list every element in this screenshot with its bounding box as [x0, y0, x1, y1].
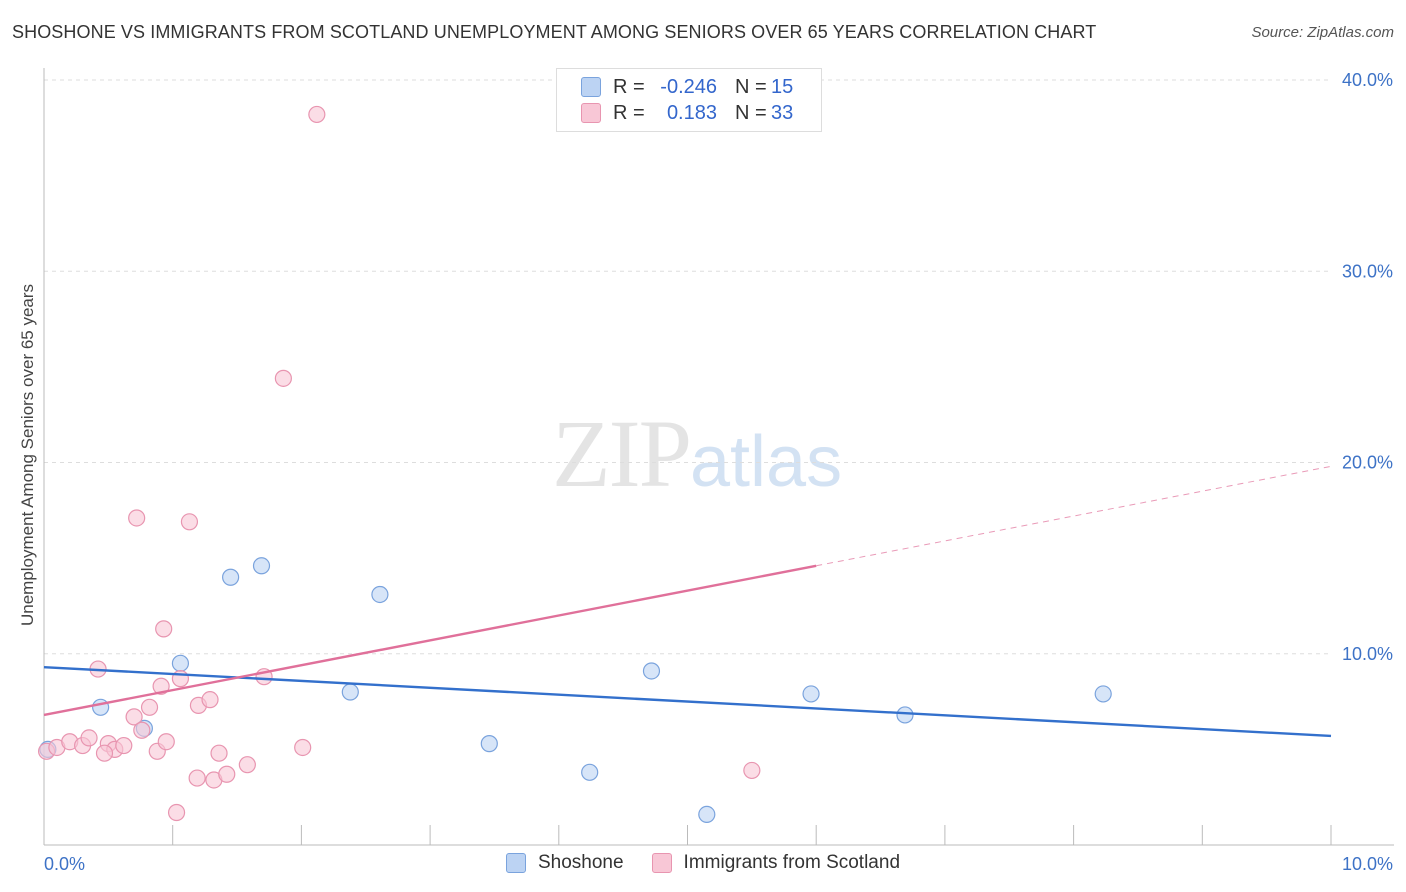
- scotland-point: [743, 761, 761, 780]
- shoshone-point: [341, 683, 359, 701]
- shoshone-point: [222, 568, 240, 586]
- scotland-point: [308, 105, 326, 124]
- legend-item-scotland[interactable]: Immigrants from Scotland: [651, 852, 901, 874]
- x-tick-label: 0.0%: [44, 854, 85, 874]
- shoshone-point: [1094, 685, 1112, 703]
- shoshone-point: [698, 805, 716, 824]
- watermark: ZIPatlas: [552, 398, 842, 509]
- scotland-point: [128, 509, 146, 527]
- scotland-point: [201, 691, 219, 709]
- legend-label-shoshone: Shoshone: [537, 852, 624, 873]
- scotland-point: [152, 677, 170, 695]
- legend-r-label: R =: [613, 101, 645, 124]
- y-tick-label: 10.0%: [1342, 644, 1393, 664]
- scotland-point: [115, 736, 133, 755]
- legend-r-value: 0.183: [666, 101, 717, 124]
- scotland-point: [80, 729, 98, 747]
- legend-label-scotland: Immigrants from Scotland: [683, 852, 901, 873]
- legend-n-value: 15: [771, 75, 794, 98]
- watermark-zip: ZIP: [552, 400, 692, 507]
- series-legend: Shoshone Immigrants from Scotland: [0, 852, 1406, 874]
- legend-item-shoshone[interactable]: Shoshone: [505, 852, 624, 874]
- legend-swatch-pink: [581, 103, 601, 123]
- scotland-point: [294, 738, 312, 757]
- legend-row-scotland: R = 0.183 N = 33: [581, 101, 793, 125]
- legend-swatch-pink: [651, 853, 672, 873]
- scotland-point: [167, 803, 186, 822]
- shoshone-trendline: [43, 665, 1332, 738]
- y-tick-label: 30.0%: [1342, 261, 1393, 281]
- scotland-point: [155, 620, 173, 638]
- shoshone-point: [92, 698, 110, 716]
- shoshone-point: [171, 654, 190, 672]
- y-tick-label: 20.0%: [1342, 453, 1393, 473]
- legend-n-label: N =: [735, 101, 767, 124]
- legend-swatch-blue: [581, 77, 601, 97]
- shoshone-point: [642, 662, 661, 680]
- shoshone-point: [480, 735, 498, 753]
- scotland-point: [95, 744, 114, 762]
- scotland-point: [218, 765, 236, 783]
- shoshone-point: [581, 763, 599, 781]
- y-tick-label: 40.0%: [1342, 70, 1393, 90]
- scotland-trendline-extension: [816, 465, 1332, 567]
- x-tick-label: 10.0%: [1342, 854, 1393, 874]
- scotland-point: [125, 708, 143, 726]
- legend-n-label: N =: [735, 75, 767, 98]
- source-credit: Source: ZipAtlas.com: [1251, 24, 1394, 41]
- scotland-trendline: [43, 564, 817, 717]
- scotland-point: [188, 769, 206, 787]
- scotland-point: [133, 721, 151, 739]
- legend-r-label: R =: [613, 75, 645, 98]
- legend-swatch-blue: [505, 853, 526, 873]
- scotland-point: [157, 733, 175, 751]
- scotland-point: [180, 513, 199, 531]
- legend-r-value: -0.246: [660, 75, 717, 98]
- scotland-point: [140, 698, 159, 716]
- scotland-point: [238, 756, 256, 774]
- shoshone-point: [896, 706, 914, 724]
- legend-n-value: 33: [771, 101, 794, 124]
- scotland-point: [210, 744, 228, 762]
- shoshone-point: [371, 585, 389, 604]
- correlation-legend: R = -0.246 N = 15 R = 0.183 N = 33: [556, 68, 822, 132]
- scotland-point: [274, 369, 292, 387]
- legend-row-shoshone: R = -0.246 N = 15: [581, 75, 793, 99]
- chart-title: SHOSHONE VS IMMIGRANTS FROM SCOTLAND UNE…: [12, 22, 1097, 42]
- shoshone-point: [252, 557, 271, 575]
- shoshone-point: [802, 685, 820, 703]
